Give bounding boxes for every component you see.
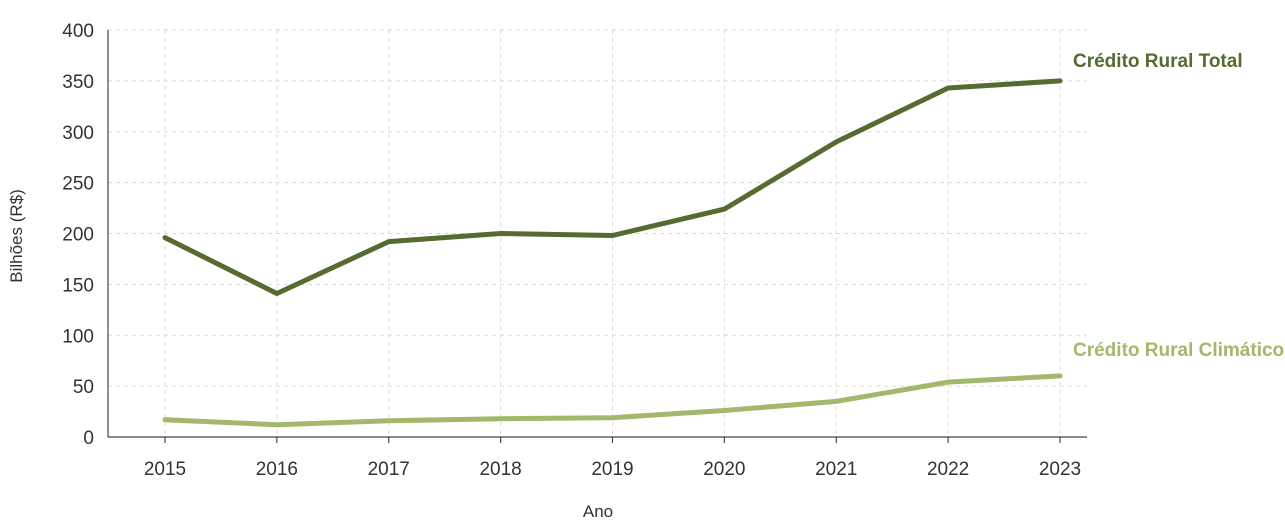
y-axis-title: Bilhões (R$) bbox=[7, 189, 26, 283]
grid bbox=[108, 29, 1087, 437]
y-tick-label: 0 bbox=[83, 428, 94, 449]
series-labels: Crédito Rural Total Crédito Rural Climáti… bbox=[1073, 51, 1284, 361]
x-tick-label: 2021 bbox=[815, 459, 857, 480]
series-label-credito-rural-total: Crédito Rural Total bbox=[1073, 51, 1243, 72]
y-tick-label: 100 bbox=[62, 326, 94, 347]
x-tick-label: 2015 bbox=[144, 459, 186, 480]
series-line-credito-rural-total bbox=[162, 78, 1063, 296]
x-tick-label: 2020 bbox=[703, 459, 745, 480]
x-axis-title: Ano bbox=[583, 502, 613, 521]
x-tick-labels: 2015 2016 2017 2018 2019 2020 2021 2022 2023 bbox=[144, 459, 1081, 480]
x-tick-label: 2019 bbox=[591, 459, 633, 480]
series-lines bbox=[162, 78, 1063, 428]
y-tick-label: 250 bbox=[62, 174, 94, 195]
x-tick-label: 2018 bbox=[479, 459, 521, 480]
y-tick-label: 300 bbox=[62, 123, 94, 144]
series-label-credito-rural-climatico: Crédito Rural Climático bbox=[1073, 340, 1284, 361]
y-tick-label: 350 bbox=[62, 72, 94, 93]
y-tick-label: 50 bbox=[73, 377, 94, 398]
x-tick-label: 2023 bbox=[1039, 459, 1081, 480]
x-tick-label: 2017 bbox=[368, 459, 410, 480]
y-tick-label: 200 bbox=[62, 225, 94, 246]
x-tick-label: 2022 bbox=[927, 459, 969, 480]
x-tick-label: 2016 bbox=[256, 459, 298, 480]
y-tick-label: 150 bbox=[62, 275, 94, 296]
axes bbox=[107, 30, 1087, 443]
y-tick-labels: 0 50 100 150 200 250 300 350 400 bbox=[62, 21, 94, 449]
series-line-credito-rural-climatico bbox=[162, 373, 1063, 428]
y-tick-label: 400 bbox=[62, 21, 94, 42]
